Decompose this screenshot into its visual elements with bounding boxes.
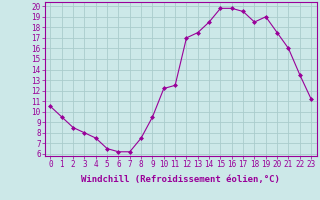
X-axis label: Windchill (Refroidissement éolien,°C): Windchill (Refroidissement éolien,°C) bbox=[81, 175, 280, 184]
